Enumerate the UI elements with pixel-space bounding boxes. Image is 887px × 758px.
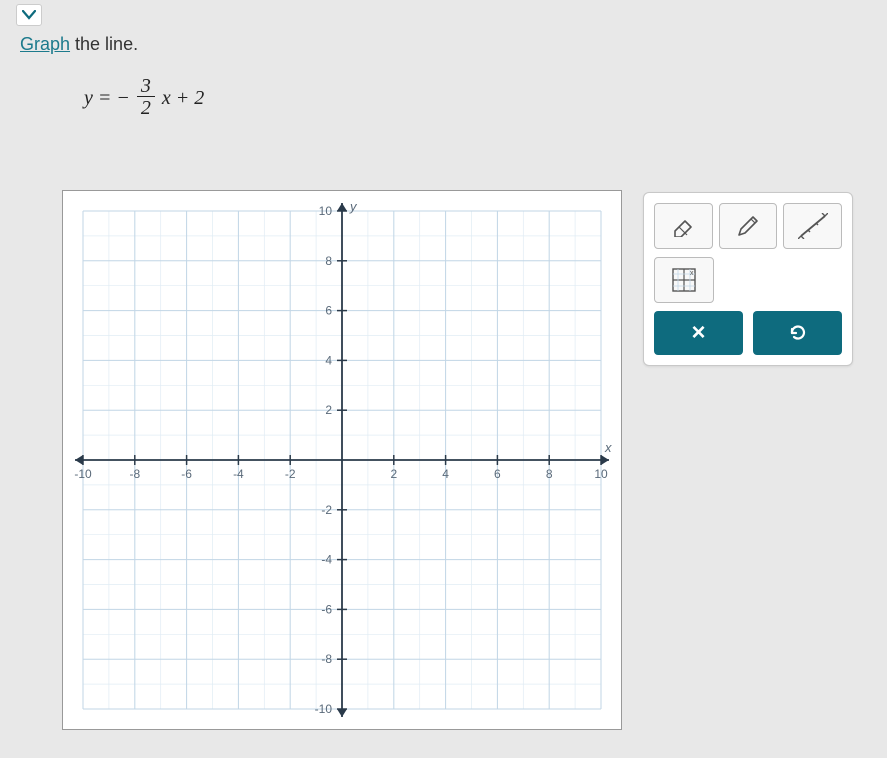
undo-icon — [788, 323, 808, 343]
svg-text:-2: -2 — [285, 467, 296, 481]
eraser-tool-button[interactable] — [654, 203, 713, 249]
svg-text:6: 6 — [494, 467, 501, 481]
equation-rhs: x + 2 — [162, 87, 204, 109]
instruction-rest: the line. — [70, 34, 138, 54]
eraser-icon — [669, 215, 697, 237]
svg-text:4: 4 — [442, 467, 449, 481]
svg-text:4: 4 — [325, 353, 332, 367]
line-tool-button[interactable] — [783, 203, 842, 249]
svg-text:x: x — [604, 440, 612, 455]
svg-text:10: 10 — [319, 204, 333, 218]
tool-row-1 — [654, 203, 842, 249]
equation-fraction: 3 2 — [137, 76, 155, 119]
svg-text:-10: -10 — [315, 702, 333, 716]
svg-text:8: 8 — [546, 467, 553, 481]
chevron-down-icon — [22, 10, 36, 20]
svg-text:2: 2 — [390, 467, 397, 481]
pencil-icon — [735, 213, 761, 239]
svg-text:y: y — [349, 199, 358, 214]
graph-link[interactable]: Graph — [20, 34, 70, 54]
svg-text:-4: -4 — [321, 553, 332, 567]
svg-text:8: 8 — [325, 254, 332, 268]
grid-svg: -10 -8 -6 -4 -2 2 4 6 8 10 -10 -8 -6 -4 -2 2 4 6 8 10 x y — [63, 191, 621, 729]
fraction-numerator: 3 — [137, 76, 155, 97]
equation-lhs: y = − — [84, 87, 130, 109]
clear-button[interactable]: × — [654, 311, 743, 355]
action-row: × — [654, 311, 842, 355]
equation: y = − 3 2 x + 2 — [84, 78, 204, 121]
svg-text:6: 6 — [325, 304, 332, 318]
svg-text:-6: -6 — [181, 467, 192, 481]
collapse-button[interactable] — [16, 4, 42, 26]
coordinate-grid[interactable]: -10 -8 -6 -4 -2 2 4 6 8 10 -10 -8 -6 -4 -2 2 4 6 8 10 x y — [62, 190, 622, 730]
svg-text:2: 2 — [325, 403, 332, 417]
reset-graph-icon: x — [670, 266, 698, 294]
svg-text:10: 10 — [594, 467, 608, 481]
svg-text:-8: -8 — [321, 652, 332, 666]
tool-row-2: x — [654, 257, 842, 303]
svg-text:-4: -4 — [233, 467, 244, 481]
instruction-text: Graph the line. — [20, 34, 138, 55]
reset-graph-button[interactable]: x — [654, 257, 714, 303]
tool-panel: x × — [643, 192, 853, 366]
undo-button[interactable] — [753, 311, 842, 355]
svg-text:-2: -2 — [321, 503, 332, 517]
clear-label: × — [691, 319, 705, 347]
svg-text:x: x — [690, 270, 694, 277]
svg-text:-8: -8 — [129, 467, 140, 481]
svg-text:-6: -6 — [321, 602, 332, 616]
svg-text:-10: -10 — [74, 467, 92, 481]
pencil-tool-button[interactable] — [719, 203, 778, 249]
line-tool-icon — [798, 213, 828, 239]
fraction-denominator: 2 — [137, 97, 155, 119]
